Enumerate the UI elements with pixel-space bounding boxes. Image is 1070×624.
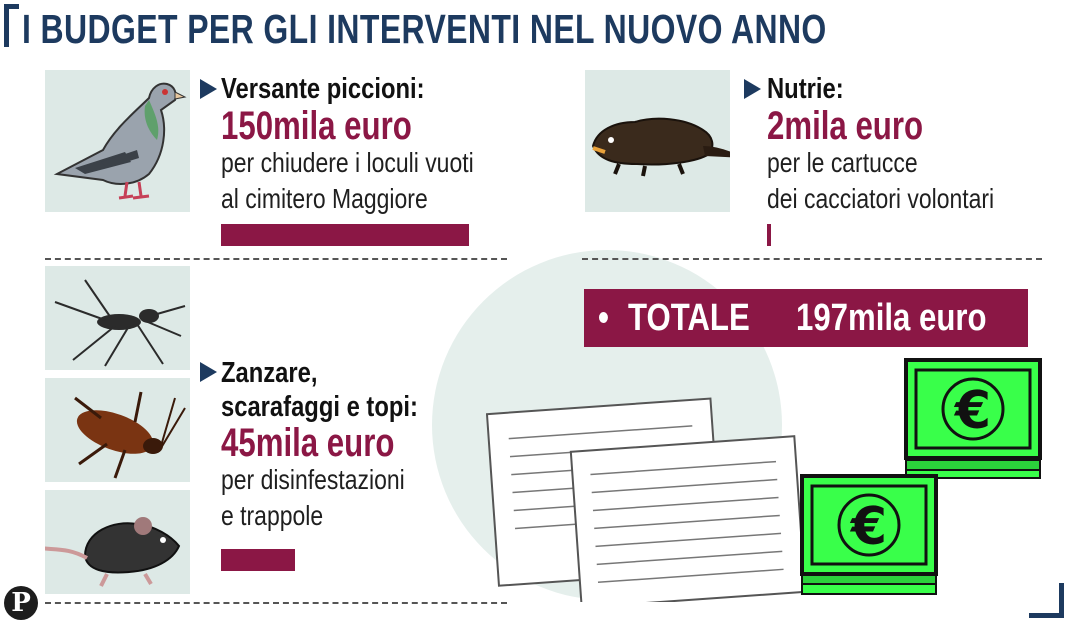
nutria-label: Nutrie: bbox=[767, 73, 844, 105]
nutria-desc-line1: per le cartucce bbox=[767, 147, 918, 178]
pests-label-line1: Zanzare, bbox=[221, 357, 318, 389]
euro-banknote-icon: € € bbox=[800, 358, 1042, 595]
item-arrow-icon bbox=[200, 362, 217, 382]
item-arrow-icon bbox=[200, 79, 217, 99]
svg-text:€: € bbox=[850, 497, 887, 557]
cockroach-icon bbox=[74, 391, 186, 479]
bottom-corner-mark bbox=[1029, 583, 1064, 618]
mosquito-tile bbox=[45, 266, 190, 370]
separator-line bbox=[582, 258, 1042, 260]
title-corner-mark bbox=[4, 4, 19, 47]
nutria-desc-line2: dei cacciatori volontari bbox=[767, 183, 995, 214]
pigeons-desc-line2: al cimitero Maggiore bbox=[221, 183, 428, 214]
pests-desc-line1: per disinfestazioni bbox=[221, 464, 405, 495]
separator-line bbox=[45, 258, 507, 260]
pigeon-tile bbox=[45, 70, 190, 212]
pigeons-amount: 150mila euro bbox=[221, 104, 412, 148]
nutria-icon bbox=[591, 117, 745, 177]
pests-amount: 45mila euro bbox=[221, 421, 395, 465]
publisher-logo: P bbox=[4, 586, 38, 620]
total-bullet: • bbox=[598, 297, 609, 339]
pests-label-line2: scarafaggi e topi: bbox=[221, 391, 418, 423]
page-title: I BUDGET PER GLI INTERVENTI NEL NUOVO AN… bbox=[22, 6, 827, 52]
mouse-icon bbox=[38, 517, 181, 587]
separator-line bbox=[45, 602, 507, 604]
pigeons-desc-line1: per chiudere i loculi vuoti bbox=[221, 147, 474, 178]
svg-text:€: € bbox=[954, 381, 991, 441]
mosquito-icon bbox=[54, 279, 186, 367]
item-arrow-icon bbox=[744, 79, 761, 99]
bar-nutria bbox=[767, 224, 771, 246]
total-box: • TOTALE 197mila euro bbox=[584, 289, 1028, 347]
total-amount: 197mila euro bbox=[796, 297, 987, 339]
document-icon bbox=[486, 397, 807, 602]
bar-pests bbox=[221, 549, 295, 571]
pigeon-icon bbox=[53, 82, 187, 200]
total-label: TOTALE bbox=[628, 297, 750, 339]
nutria-amount: 2mila euro bbox=[767, 104, 924, 148]
pigeons-label: Versante piccioni: bbox=[221, 73, 425, 105]
pests-desc-line2: e trappole bbox=[221, 500, 324, 531]
cockroach-tile bbox=[45, 378, 190, 482]
bar-pigeons bbox=[221, 224, 469, 246]
mouse-tile bbox=[38, 490, 190, 594]
nutria-tile bbox=[585, 70, 745, 212]
